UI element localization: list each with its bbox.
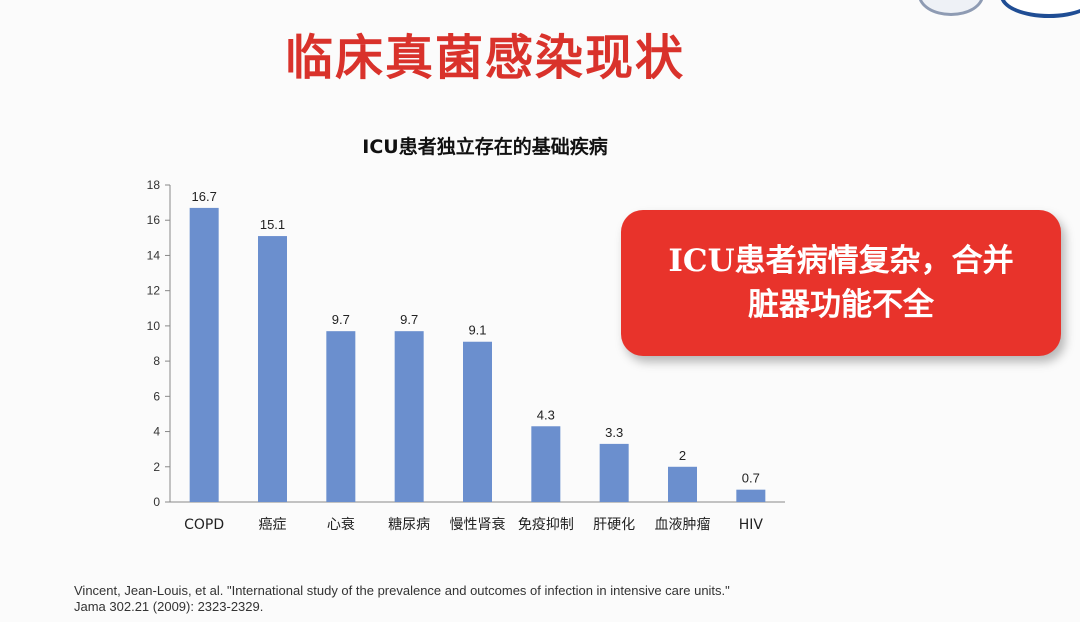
data-label: 3.3	[605, 425, 623, 440]
data-label: 9.7	[400, 312, 418, 327]
x-tick-label: 心衰	[327, 516, 355, 533]
x-tick-label: 免疫抑制	[518, 517, 574, 533]
y-tick-label: 14	[147, 248, 161, 262]
x-tick-label: 癌症	[259, 517, 287, 533]
callout-text: ICU患者病情复杂，合并 脏器功能不全	[651, 239, 1031, 327]
slide-title: 临床真菌感染现状	[284, 30, 685, 86]
callout-line-2: 脏器功能不全	[748, 287, 934, 323]
y-tick-label: 18	[147, 178, 161, 192]
institution-logo-right	[1000, 0, 1080, 18]
bar	[463, 341, 492, 502]
bar	[736, 489, 766, 502]
bar	[394, 331, 424, 502]
citation-line-2: Jama 302.21 (2009): 2323-2329.	[74, 599, 264, 614]
y-tick-label: 8	[153, 354, 160, 368]
chart-title: ICU患者独立存在的基础疾病	[362, 136, 608, 158]
y-tick-label: 4	[153, 425, 160, 439]
callout-box: ICU患者病情复杂，合并 脏器功能不全	[621, 210, 1061, 356]
data-label: 4.3	[537, 407, 555, 422]
bar	[189, 207, 219, 502]
x-tick-label: HIV	[739, 517, 764, 533]
x-tick-label: 肝硬化	[593, 517, 635, 533]
y-tick-label: 12	[147, 284, 161, 298]
data-label: 2	[679, 448, 686, 463]
bar	[668, 466, 697, 502]
citation-line-1: Vincent, Jean-Louis, et al. "Internation…	[74, 583, 730, 598]
x-tick-label: 糖尿病	[388, 517, 430, 533]
bar	[531, 426, 561, 502]
y-tick-label: 6	[153, 389, 160, 403]
bar	[599, 443, 629, 502]
data-label: 9.7	[332, 312, 350, 327]
institution-logo-left	[918, 0, 984, 16]
x-tick-label: 慢性肾衰	[450, 516, 506, 533]
data-label: 16.7	[192, 189, 217, 204]
callout-line-1: ICU患者病情复杂，合并	[668, 243, 1014, 279]
y-tick-label: 2	[153, 460, 160, 474]
data-label: 9.1	[468, 323, 486, 338]
x-tick-label: 血液肿瘤	[655, 516, 711, 533]
x-tick-label: COPD	[184, 517, 224, 533]
y-tick-label: 0	[153, 495, 160, 509]
data-label: 0.7	[742, 471, 760, 486]
y-tick-label: 16	[147, 213, 161, 227]
citation: Vincent, Jean-Louis, et al. "Internation…	[74, 583, 730, 615]
bar	[258, 236, 287, 503]
bar-chart: 0 2 4 6 8 10 12 14 16 18 16.7 COPD 15.1 癌症 9.7 心衰 9.7 糖尿病…	[147, 178, 785, 533]
data-label: 15.1	[260, 217, 285, 232]
bar	[326, 331, 356, 502]
y-tick-label: 10	[147, 319, 161, 333]
